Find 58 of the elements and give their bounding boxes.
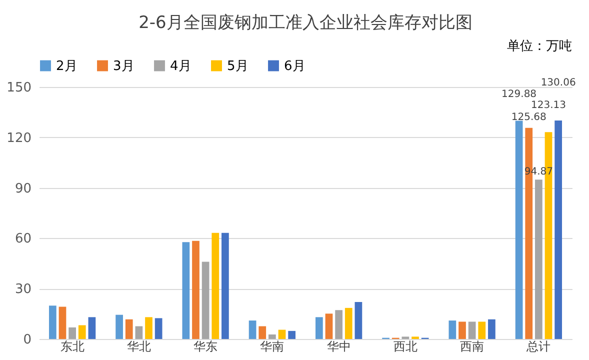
y-tick-label: 0	[23, 332, 32, 348]
x-tick-label: 西北	[393, 340, 418, 354]
bar	[535, 180, 542, 339]
bar	[125, 319, 133, 339]
bar	[88, 317, 96, 339]
bar	[325, 314, 333, 339]
x-tick-label: 东北	[60, 340, 84, 354]
bar	[515, 120, 523, 339]
bar	[554, 120, 562, 339]
data-label: 130.06	[540, 78, 576, 88]
bar	[202, 262, 210, 339]
legend-label: 5月	[227, 58, 248, 74]
bar	[248, 320, 256, 339]
bar	[222, 232, 229, 339]
bar	[458, 322, 466, 339]
bar	[192, 240, 200, 339]
data-label: 125.68	[511, 112, 546, 123]
bar	[344, 308, 352, 339]
bar	[68, 327, 76, 339]
bar	[78, 325, 86, 339]
x-tick-label: 西南	[460, 340, 484, 354]
text: 单位：万吨	[507, 39, 572, 54]
y-tick-label: 150	[6, 80, 32, 96]
data-label: 123.13	[531, 100, 566, 112]
bar	[182, 242, 190, 339]
bar	[288, 330, 296, 339]
y-tick-label: 120	[6, 130, 32, 146]
bar	[278, 330, 286, 339]
y-tick-label: 30	[14, 282, 32, 298]
y-tick-label: 60	[14, 232, 32, 247]
x-tick-label: 华东	[194, 340, 218, 354]
data-label: 129.88	[502, 88, 537, 100]
bar	[468, 322, 476, 339]
bar	[48, 306, 56, 339]
x-tick-label: 华南	[260, 340, 284, 354]
bar	[448, 320, 456, 339]
legend-label: 6月	[284, 58, 306, 74]
x-tick-label: 总计	[526, 340, 551, 354]
bar	[258, 326, 266, 339]
bar	[135, 326, 143, 339]
bar	[268, 334, 276, 339]
bar	[212, 232, 220, 339]
bar	[335, 310, 342, 339]
legend-label: 3月	[113, 58, 134, 74]
x-tick-label: 华中	[326, 340, 351, 354]
legend-label: 4月	[170, 58, 192, 74]
bar	[116, 314, 123, 339]
chart-title: 2-6月全国废钢加工准入企业社会库存对比图	[138, 13, 472, 33]
bar	[58, 306, 66, 339]
legend-label: 2月	[56, 58, 78, 74]
bar	[154, 318, 162, 339]
y-tick-label: 90	[14, 181, 32, 196]
bar	[488, 319, 496, 339]
bar	[354, 302, 362, 339]
bar	[145, 317, 152, 339]
bar	[315, 317, 323, 339]
bar	[478, 322, 486, 339]
x-tick-label: 华北	[126, 340, 151, 354]
